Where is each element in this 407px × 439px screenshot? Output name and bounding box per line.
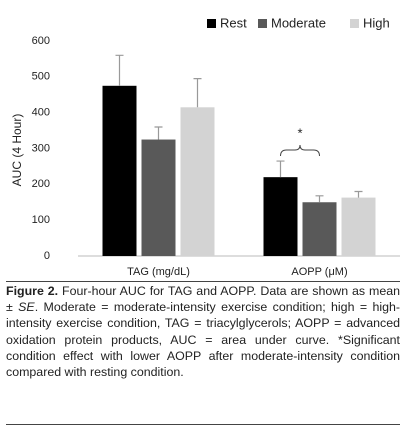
bar (341, 197, 376, 256)
error-bar (115, 54, 124, 86)
x-tick-label: TAG (mg/dL) (127, 266, 190, 278)
error-bar (154, 126, 163, 140)
legend-swatch (350, 19, 359, 28)
chart: AUC (4 Hour) 0 100 200 300 400 500 600 Rest Mode… (10, 15, 400, 278)
bar (141, 139, 176, 256)
caption: Figure 2. Four-hour AUC for TAG and AOPP… (6, 283, 400, 380)
legend-label: High (363, 15, 390, 30)
y-tick-label: 200 (32, 178, 50, 190)
error-bar (315, 195, 324, 203)
y-tick-label: 400 (32, 107, 50, 119)
caption-text: . Moderate = moderate-intensity exercise… (6, 300, 400, 380)
error-bar (354, 190, 363, 198)
bar (302, 202, 337, 256)
y-tick-label: 0 (44, 250, 50, 262)
y-tick-label: 600 (32, 35, 50, 47)
bar (102, 85, 137, 257)
error-bar (193, 78, 202, 108)
y-tick-label: 300 (32, 142, 50, 154)
significance-bracket (280, 144, 320, 157)
bar (180, 107, 215, 257)
y-axis-label: AUC (4 Hour) (10, 114, 24, 187)
annotation: * (297, 125, 302, 140)
caption-italic: SE (18, 300, 35, 315)
y-tick-label: 100 (32, 214, 50, 226)
bottom-rule (6, 424, 400, 425)
legend-label: Rest (220, 15, 247, 30)
error-bar (276, 160, 285, 178)
caption-text: Four-hour AUC for TAG and AOPP. Data are… (6, 284, 400, 315)
legend-label: Moderate (271, 15, 326, 30)
legend-swatch (258, 19, 267, 28)
legend-swatch (207, 19, 216, 28)
bar (263, 177, 298, 256)
y-tick-label: 500 (32, 71, 50, 83)
x-tick-label: AOPP (μM) (291, 266, 347, 278)
top-rule (6, 281, 400, 282)
caption-label: Figure 2. (6, 284, 59, 298)
